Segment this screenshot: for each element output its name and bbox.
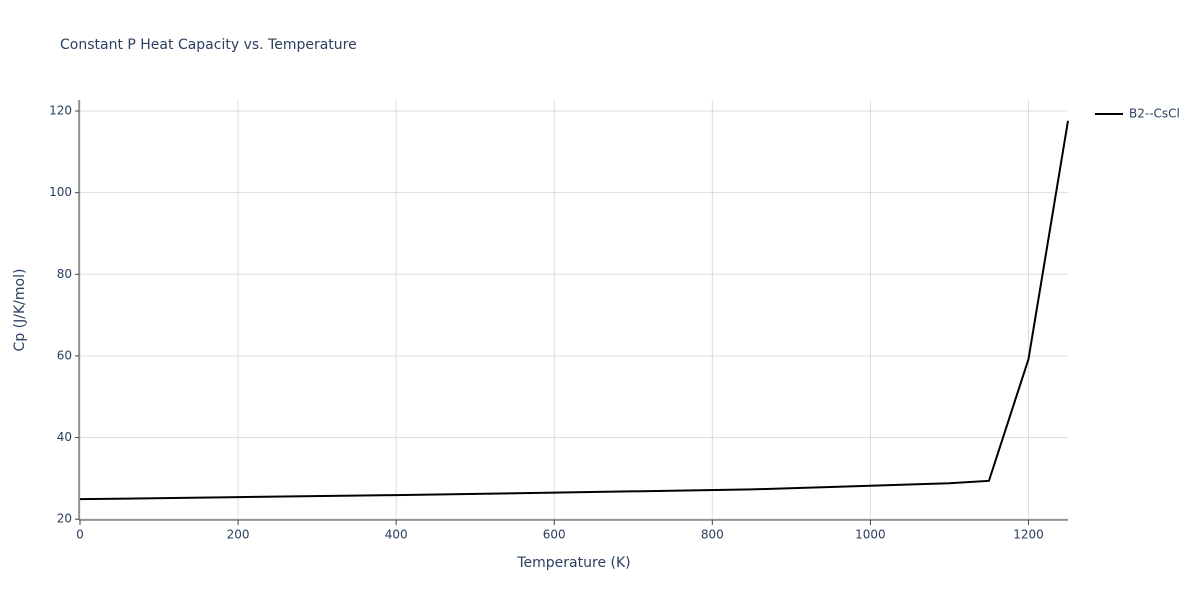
x-tick-label: 400 [385,528,408,542]
x-axis-title: Temperature (K) [516,555,630,571]
y-tick-label: 120 [49,104,72,118]
x-tick-label: 800 [701,528,724,542]
y-tick-label: 60 [57,348,72,362]
y-tick-label: 40 [57,430,72,444]
x-tick-label: 0 [76,528,84,542]
data-line [79,120,1069,501]
y-tick-label: 80 [57,267,72,281]
y-tick-label: 20 [57,512,72,526]
x-tick-label: 1000 [855,528,886,542]
y-axis-title: Cp (J/K/mol) [12,269,28,352]
legend-label: B2--CsCl [1129,107,1180,121]
x-tick-label: 600 [543,528,566,542]
x-tick-label: 1200 [1013,528,1044,542]
chart-title: Constant P Heat Capacity vs. Temperature [60,37,357,53]
y-tick-label: 100 [49,185,72,199]
x-tick-label: 200 [227,528,250,542]
